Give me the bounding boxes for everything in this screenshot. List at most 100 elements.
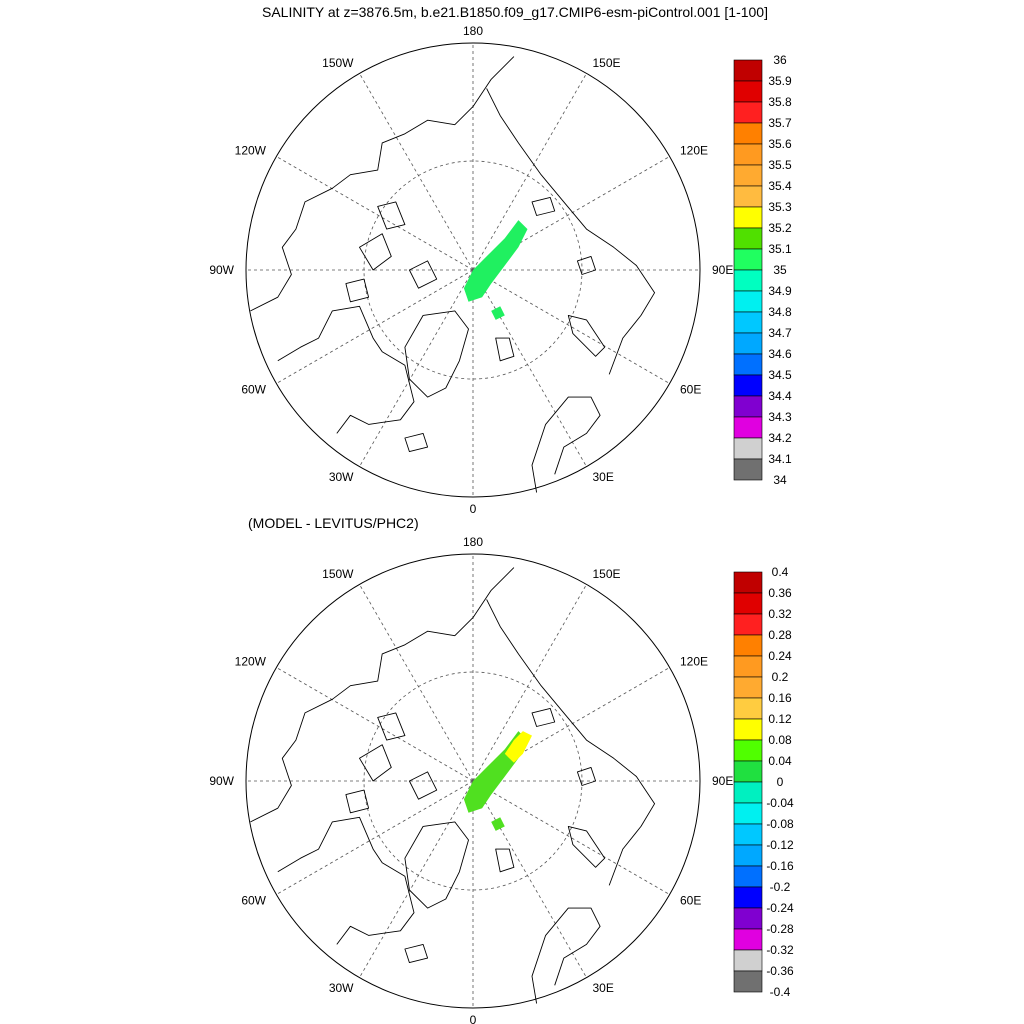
coastline-segment xyxy=(277,816,415,945)
coastline-segment xyxy=(377,712,406,741)
meridian-line xyxy=(276,156,474,271)
colorbar-label: 0.32 xyxy=(768,607,792,621)
longitude-label: 90E xyxy=(712,774,733,788)
meridian-line xyxy=(359,269,474,467)
longitude-label: 30W xyxy=(329,981,354,995)
colorbar-swatch xyxy=(733,970,763,993)
colorbar-label: 35 xyxy=(773,263,787,277)
colorbar-swatch xyxy=(733,823,763,846)
colorbar-swatch xyxy=(733,844,763,867)
colorbar-label: 0.12 xyxy=(768,712,792,726)
coastline-segment xyxy=(531,396,601,493)
colorbar-label: 34.8 xyxy=(768,305,792,319)
meridian-line xyxy=(472,780,670,895)
colorbar-swatch xyxy=(733,865,763,888)
coastline-segment xyxy=(531,707,556,727)
colorbar-label: 0 xyxy=(777,775,784,789)
field-patch xyxy=(491,817,505,831)
longitude-label: 30E xyxy=(593,470,614,484)
meridian-line xyxy=(472,584,587,782)
coastline-segment xyxy=(404,821,469,909)
colorbar-swatch xyxy=(733,613,763,636)
colorbar-swatch xyxy=(733,739,763,762)
coastline-segment xyxy=(250,56,515,312)
field-patch-positive xyxy=(504,731,532,763)
colorbar-label: -0.24 xyxy=(766,901,794,915)
colorbar-label: 0.28 xyxy=(768,628,792,642)
longitude-label: 120E xyxy=(680,144,708,158)
coastline-segment xyxy=(250,567,515,823)
coastlines xyxy=(250,567,656,1004)
coastline-segment xyxy=(567,825,606,868)
coastline-segment xyxy=(531,907,601,1004)
colorbar-swatch xyxy=(733,571,763,594)
colorbar-swatch xyxy=(733,437,763,460)
colorbar-swatch xyxy=(733,802,763,825)
colorbar-label: 34.7 xyxy=(768,326,792,340)
colorbar-label: 0.08 xyxy=(768,733,792,747)
colorbar-label: 35.9 xyxy=(768,74,792,88)
colorbar-label: -0.04 xyxy=(766,796,794,810)
colorbar-swatch xyxy=(733,395,763,418)
longitude-label: 60E xyxy=(680,383,701,397)
colorbar-swatch xyxy=(733,655,763,678)
longitude-label: 30E xyxy=(593,981,614,995)
colorbar-swatch xyxy=(733,416,763,439)
plot-title: SALINITY at z=3876.5m, b.e21.B1850.f09_g… xyxy=(262,4,768,20)
coastline-segment xyxy=(495,848,515,873)
colorbar-swatch xyxy=(733,592,763,615)
longitude-label: 30W xyxy=(329,470,354,484)
meridian-line xyxy=(276,780,474,895)
colorbar-label: 0.2 xyxy=(772,670,789,684)
coastline-segment xyxy=(404,310,469,398)
longitude-label: 0 xyxy=(470,502,477,516)
colorbar-swatch xyxy=(733,353,763,376)
colorbar-swatch xyxy=(733,248,763,271)
coastline-segment xyxy=(576,766,597,786)
colorbar-label: 35.6 xyxy=(768,137,792,151)
meridian-line xyxy=(276,667,474,782)
colorbar-swatch xyxy=(733,886,763,909)
colorbar-swatch xyxy=(733,311,763,334)
colorbar-label: 34.6 xyxy=(768,347,792,361)
colorbar-swatch xyxy=(733,59,763,82)
longitude-labels: 180 150E 120E 90E 60E 30E 0 30W 60W 90W 120W 150W xyxy=(209,24,733,516)
colorbar-label: 0.4 xyxy=(772,565,789,579)
colorbar-label: -0.08 xyxy=(766,817,794,831)
colorbar-swatch xyxy=(733,781,763,804)
coastline-segment xyxy=(567,314,606,357)
coastline-segment xyxy=(359,744,392,782)
meridian-line xyxy=(472,269,587,467)
coastline-segment xyxy=(576,255,597,275)
colorbar-label: -0.36 xyxy=(766,964,794,978)
colorbar-label: 0.24 xyxy=(768,649,792,663)
colorbar-label: 35.7 xyxy=(768,116,792,130)
meridian-line xyxy=(472,73,587,271)
colorbar-label: 34.4 xyxy=(768,389,792,403)
map-boundary xyxy=(245,42,701,498)
longitude-label: 150W xyxy=(322,567,354,581)
colorbar-swatch xyxy=(733,290,763,313)
colorbar-label: 34.3 xyxy=(768,410,792,424)
colorbar-swatch xyxy=(733,101,763,124)
field-patch xyxy=(491,306,505,320)
colorbar-swatch xyxy=(733,269,763,292)
colorbar-swatch xyxy=(733,122,763,145)
colorbar-label: 35.5 xyxy=(768,158,792,172)
latitude-circle xyxy=(363,160,583,380)
colorbar-label: 35.2 xyxy=(768,221,792,235)
colorbar-label: 36 xyxy=(773,53,787,67)
colorbar-label: -0.32 xyxy=(766,943,794,957)
coastline-segment xyxy=(404,943,429,964)
colorbar-swatch xyxy=(733,227,763,250)
colorbar-swatch xyxy=(733,206,763,229)
longitude-label: 90E xyxy=(712,263,733,277)
coastline-segment xyxy=(408,260,438,289)
colorbar-swatch xyxy=(733,374,763,397)
colorbar-label: 34 xyxy=(773,473,787,487)
colorbar-swatch xyxy=(733,697,763,720)
longitude-label: 60W xyxy=(241,894,266,908)
difference-field xyxy=(463,731,532,831)
coastline-segment xyxy=(277,305,415,434)
